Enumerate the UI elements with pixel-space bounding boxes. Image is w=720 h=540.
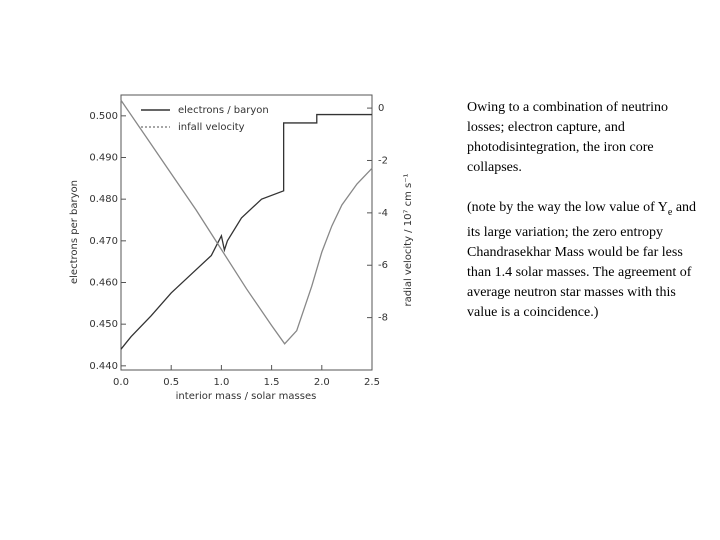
y-tick-label: 0.500 xyxy=(89,111,118,122)
y2-tick-label: -4 xyxy=(378,208,388,219)
text-block: Owing to a combination of neutrino losse… xyxy=(467,98,699,343)
x-tick-label: 2.0 xyxy=(314,377,330,388)
legend-label: infall velocity xyxy=(178,122,245,133)
y2-tick-label: 0 xyxy=(378,103,384,114)
x-tick-label: 1.0 xyxy=(213,377,229,388)
y2-tick-label: -8 xyxy=(378,313,388,324)
x-tick-label: 0.5 xyxy=(163,377,179,388)
x-axis-label: interior mass / solar masses xyxy=(176,391,317,402)
y2-axis-label: radial velocity / 10⁷ cm s⁻¹ xyxy=(403,173,414,306)
plot-frame xyxy=(120,94,373,371)
x-tick-label: 1.5 xyxy=(264,377,280,388)
y2-tick-label: -6 xyxy=(378,260,388,271)
y2-tick-label: -2 xyxy=(378,155,388,166)
y-axis-label: electrons per baryon xyxy=(69,180,80,284)
y-tick-label: 0.490 xyxy=(89,153,118,164)
subscript: e xyxy=(667,206,673,218)
y-tick-label: 0.460 xyxy=(89,278,118,289)
y-tick-label: 0.450 xyxy=(89,319,118,330)
data-line xyxy=(120,99,373,345)
legend-label: electrons / baryon xyxy=(178,105,269,116)
x-tick-label: 2.5 xyxy=(364,377,380,388)
x-tick-label: 0.0 xyxy=(113,377,129,388)
y-tick-label: 0.470 xyxy=(89,236,118,247)
text: (note by the way the low value of Y xyxy=(467,200,668,215)
text: and its large variation; the zero entrop… xyxy=(467,200,697,320)
y-tick-label: 0.480 xyxy=(89,194,118,205)
y-tick-label: 0.440 xyxy=(89,361,118,372)
paragraph: Owing to a combination of neutrino losse… xyxy=(467,100,669,175)
paragraph: (note by the way the low value of Ye and… xyxy=(467,198,699,323)
data-line xyxy=(120,113,372,350)
